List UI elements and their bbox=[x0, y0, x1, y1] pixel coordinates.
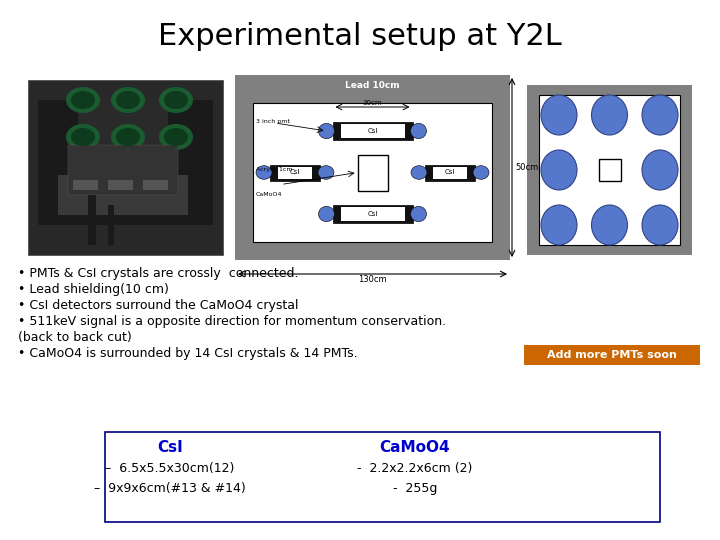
Bar bbox=[598, 159, 621, 181]
Ellipse shape bbox=[592, 95, 628, 135]
Text: CaMoO4: CaMoO4 bbox=[256, 192, 282, 198]
Ellipse shape bbox=[71, 128, 95, 146]
Ellipse shape bbox=[541, 150, 577, 190]
Text: Lead 10cm: Lead 10cm bbox=[345, 81, 400, 90]
Text: • PMTs & CsI crystals are crossly  connected.: • PMTs & CsI crystals are crossly connec… bbox=[18, 267, 299, 280]
Bar bbox=[73, 180, 98, 190]
Bar bbox=[235, 75, 510, 260]
Ellipse shape bbox=[111, 124, 145, 150]
Bar bbox=[333, 205, 413, 223]
Text: • CaMoO4 is surrounded by 14 CsI crystals & 14 PMTs.: • CaMoO4 is surrounded by 14 CsI crystal… bbox=[18, 347, 358, 360]
Bar bbox=[68, 145, 178, 195]
Ellipse shape bbox=[111, 87, 145, 113]
Bar bbox=[524, 345, 700, 365]
Bar bbox=[88, 195, 96, 245]
Bar bbox=[270, 165, 320, 180]
Text: –  9x9x6cm(#13 & #14): – 9x9x6cm(#13 & #14) bbox=[94, 482, 246, 495]
Ellipse shape bbox=[256, 166, 272, 179]
Text: CsI: CsI bbox=[367, 128, 378, 134]
Ellipse shape bbox=[159, 87, 193, 113]
Text: 3 inch pmt: 3 inch pmt bbox=[256, 119, 290, 124]
Text: -  2.2x2.2x6cm (2): - 2.2x2.2x6cm (2) bbox=[357, 462, 473, 475]
Bar bbox=[108, 205, 114, 245]
Bar bbox=[425, 165, 475, 180]
Bar bbox=[58, 175, 188, 215]
Ellipse shape bbox=[116, 91, 140, 109]
Ellipse shape bbox=[66, 87, 100, 113]
Bar bbox=[358, 154, 387, 191]
Ellipse shape bbox=[71, 91, 95, 109]
Bar bbox=[433, 166, 467, 179]
Text: CsI: CsI bbox=[290, 170, 300, 176]
Text: CaMoO4: CaMoO4 bbox=[379, 440, 450, 455]
Text: -  255g: - 255g bbox=[393, 482, 437, 495]
Text: CsI: CsI bbox=[157, 440, 183, 455]
Ellipse shape bbox=[642, 205, 678, 245]
Bar bbox=[105, 432, 660, 522]
Bar bbox=[108, 180, 133, 190]
Bar bbox=[143, 180, 168, 190]
Ellipse shape bbox=[116, 128, 140, 146]
Ellipse shape bbox=[411, 166, 427, 179]
Text: Acrylic 1cm: Acrylic 1cm bbox=[256, 166, 292, 172]
Ellipse shape bbox=[473, 166, 489, 179]
Ellipse shape bbox=[541, 205, 577, 245]
Ellipse shape bbox=[66, 124, 100, 150]
Ellipse shape bbox=[318, 206, 335, 221]
Bar bbox=[253, 103, 492, 242]
Text: CsI: CsI bbox=[445, 170, 455, 176]
Text: 30cm: 30cm bbox=[363, 100, 382, 106]
Text: Add more PMTs soon: Add more PMTs soon bbox=[547, 350, 677, 360]
Ellipse shape bbox=[318, 123, 335, 139]
Bar bbox=[341, 124, 405, 138]
Ellipse shape bbox=[541, 95, 577, 135]
Ellipse shape bbox=[164, 91, 188, 109]
Bar bbox=[539, 95, 680, 245]
Text: (back to back cut): (back to back cut) bbox=[18, 331, 132, 344]
Text: • Lead shielding(10 cm): • Lead shielding(10 cm) bbox=[18, 283, 169, 296]
Bar bbox=[333, 122, 413, 140]
Ellipse shape bbox=[410, 123, 426, 139]
Text: • 511keV signal is a opposite direction for momentum conservation.: • 511keV signal is a opposite direction … bbox=[18, 315, 446, 328]
Text: –  6.5x5.5x30cm(12): – 6.5x5.5x30cm(12) bbox=[105, 462, 235, 475]
Ellipse shape bbox=[642, 95, 678, 135]
Ellipse shape bbox=[318, 166, 334, 179]
Ellipse shape bbox=[410, 206, 426, 221]
Bar bbox=[527, 85, 692, 255]
Bar bbox=[38, 100, 213, 225]
Ellipse shape bbox=[592, 205, 628, 245]
Text: 130cm: 130cm bbox=[358, 275, 387, 284]
Bar bbox=[341, 207, 405, 221]
Text: CsI: CsI bbox=[367, 211, 378, 217]
Bar bbox=[78, 95, 168, 165]
Ellipse shape bbox=[164, 128, 188, 146]
Text: Experimental setup at Y2L: Experimental setup at Y2L bbox=[158, 22, 562, 51]
Text: 50cm: 50cm bbox=[515, 163, 539, 172]
Bar bbox=[28, 80, 223, 255]
Text: • CsI detectors surround the CaMoO4 crystal: • CsI detectors surround the CaMoO4 crys… bbox=[18, 299, 299, 312]
Ellipse shape bbox=[642, 150, 678, 190]
Ellipse shape bbox=[159, 124, 193, 150]
Bar bbox=[278, 166, 312, 179]
